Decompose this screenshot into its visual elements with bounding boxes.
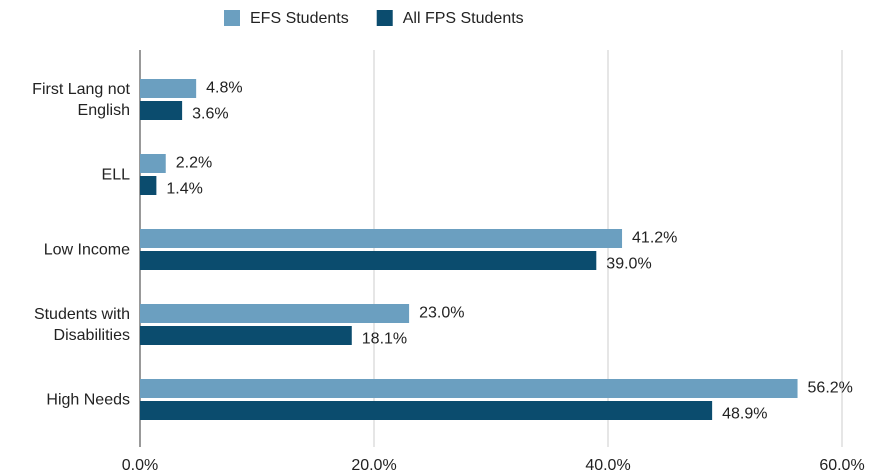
legend-label: All FPS Students (403, 10, 524, 27)
legend-label: EFS Students (250, 10, 349, 27)
x-tick-label: 60.0% (819, 457, 864, 474)
y-tick-label: Low Income (43, 241, 130, 258)
value-label: 3.6% (192, 106, 228, 123)
y-tick-label: ELL (101, 166, 130, 183)
x-tick-label: 0.0% (122, 457, 158, 474)
bar (140, 326, 352, 345)
value-label: 2.2% (176, 155, 212, 172)
bar (140, 79, 197, 98)
x-tick-label: 40.0% (585, 457, 630, 474)
value-label: 1.4% (166, 181, 202, 198)
value-label: 56.2% (808, 380, 853, 397)
y-tick-label: High Needs (46, 391, 130, 408)
x-tick-label: 20.0% (351, 457, 396, 474)
legend-swatch (376, 10, 393, 26)
bar (140, 154, 166, 173)
bar (140, 101, 183, 120)
value-label: 18.1% (362, 331, 407, 348)
value-label: 41.2% (632, 230, 677, 247)
bar (140, 401, 713, 420)
bar (140, 176, 157, 195)
value-label: 4.8% (206, 80, 242, 97)
legend-swatch (224, 10, 240, 26)
y-tick-label: Students with Disabilities (33, 305, 130, 344)
value-label: 48.9% (722, 406, 767, 423)
value-label: 39.0% (606, 256, 651, 273)
bar (140, 229, 623, 248)
bar (140, 379, 798, 398)
y-tick-label: First Lang not English (32, 80, 130, 119)
bar (140, 251, 597, 270)
bar (140, 304, 410, 323)
value-label: 23.0% (419, 305, 464, 322)
